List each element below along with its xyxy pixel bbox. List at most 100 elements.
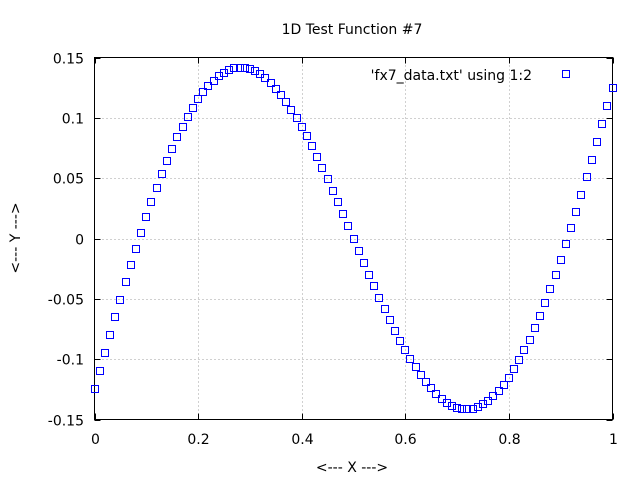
x-tick-label: 1 — [609, 432, 618, 448]
data-point — [453, 404, 461, 412]
data-point — [96, 367, 104, 375]
data-point — [355, 247, 363, 255]
data-point — [577, 191, 585, 199]
x-tick-label: 0.2 — [187, 432, 209, 448]
x-tick-label: 0.8 — [498, 432, 520, 448]
data-point — [422, 378, 430, 386]
data-point — [541, 299, 549, 307]
data-point — [158, 170, 166, 178]
data-point — [562, 240, 570, 248]
y-tick-label: -0.05 — [48, 293, 84, 309]
data-point — [510, 365, 518, 373]
data-point — [609, 84, 617, 92]
x-tick-label: 0.6 — [394, 432, 416, 448]
data-point — [282, 98, 290, 106]
data-point — [142, 213, 150, 221]
y-tick-label: 0 — [75, 233, 84, 249]
data-point — [329, 187, 337, 195]
data-point — [365, 271, 373, 279]
data-point — [526, 336, 534, 344]
x-tick-label: 0 — [91, 432, 100, 448]
data-point — [448, 402, 456, 410]
data-point — [500, 381, 508, 389]
y-tick-label: 0.15 — [53, 52, 84, 68]
data-point — [427, 384, 435, 392]
y-tick-label: 0.05 — [53, 172, 84, 188]
plot-border — [94, 57, 613, 420]
data-point — [241, 64, 249, 72]
data-point — [396, 337, 404, 345]
data-points — [91, 64, 617, 413]
data-point — [572, 208, 580, 216]
data-point — [179, 123, 187, 131]
data-point — [173, 133, 181, 141]
data-point — [293, 114, 301, 122]
data-point — [334, 198, 342, 206]
data-point — [505, 374, 513, 382]
data-point — [184, 113, 192, 121]
data-point — [546, 285, 554, 293]
legend-label: 'fx7_data.txt' using 1:2 — [371, 68, 532, 84]
data-point — [406, 355, 414, 363]
data-point — [230, 64, 238, 72]
data-point — [116, 296, 124, 304]
data-point — [277, 91, 285, 99]
data-point — [484, 397, 492, 405]
data-point — [432, 390, 440, 398]
data-point — [603, 102, 611, 110]
data-point — [246, 65, 254, 73]
data-point — [598, 120, 606, 128]
legend: 'fx7_data.txt' using 1:2 — [371, 68, 570, 84]
data-point — [225, 66, 233, 74]
data-point — [189, 104, 197, 112]
ticks: 0 0.2 0.4 0.6 0.8 1 -0.15 -0.1 -0.05 0 0.05 0.1 0.15 — [48, 52, 618, 449]
data-point — [458, 405, 466, 413]
data-point — [210, 77, 218, 85]
data-point — [287, 106, 295, 114]
data-point — [401, 346, 409, 354]
data-point — [344, 222, 352, 230]
data-point — [381, 305, 389, 313]
data-point — [132, 245, 140, 253]
data-point — [267, 79, 275, 87]
data-point — [567, 224, 575, 232]
data-point — [147, 198, 155, 206]
data-point — [370, 282, 378, 290]
data-point — [515, 356, 523, 364]
data-point — [91, 385, 99, 393]
legend-marker — [562, 70, 570, 78]
data-point — [163, 157, 171, 165]
data-point — [308, 142, 316, 150]
data-point — [261, 74, 269, 82]
y-axis-label: <--- Y ---> — [8, 202, 24, 273]
data-point — [318, 164, 326, 172]
data-point — [489, 392, 497, 400]
data-point — [199, 88, 207, 96]
data-point — [101, 349, 109, 357]
data-point — [122, 278, 130, 286]
x-tick-label: 0.4 — [291, 432, 313, 448]
data-point — [204, 82, 212, 90]
data-point — [557, 256, 565, 264]
data-point — [536, 312, 544, 320]
data-point — [303, 132, 311, 140]
data-point — [324, 175, 332, 183]
data-point — [194, 95, 202, 103]
data-point — [552, 271, 560, 279]
x-axis-label: <--- X ---> — [316, 460, 388, 476]
data-point — [168, 145, 176, 153]
data-point — [588, 156, 596, 164]
data-point — [463, 405, 471, 413]
data-point — [531, 324, 539, 332]
data-point — [111, 313, 119, 321]
data-point — [236, 64, 244, 72]
data-point — [583, 173, 591, 181]
data-point — [350, 235, 358, 243]
data-point — [391, 327, 399, 335]
data-point — [412, 363, 420, 371]
data-point — [272, 85, 280, 93]
data-point — [593, 138, 601, 146]
y-tick-label: 0.1 — [62, 112, 84, 128]
y-tick-label: -0.1 — [57, 353, 84, 369]
